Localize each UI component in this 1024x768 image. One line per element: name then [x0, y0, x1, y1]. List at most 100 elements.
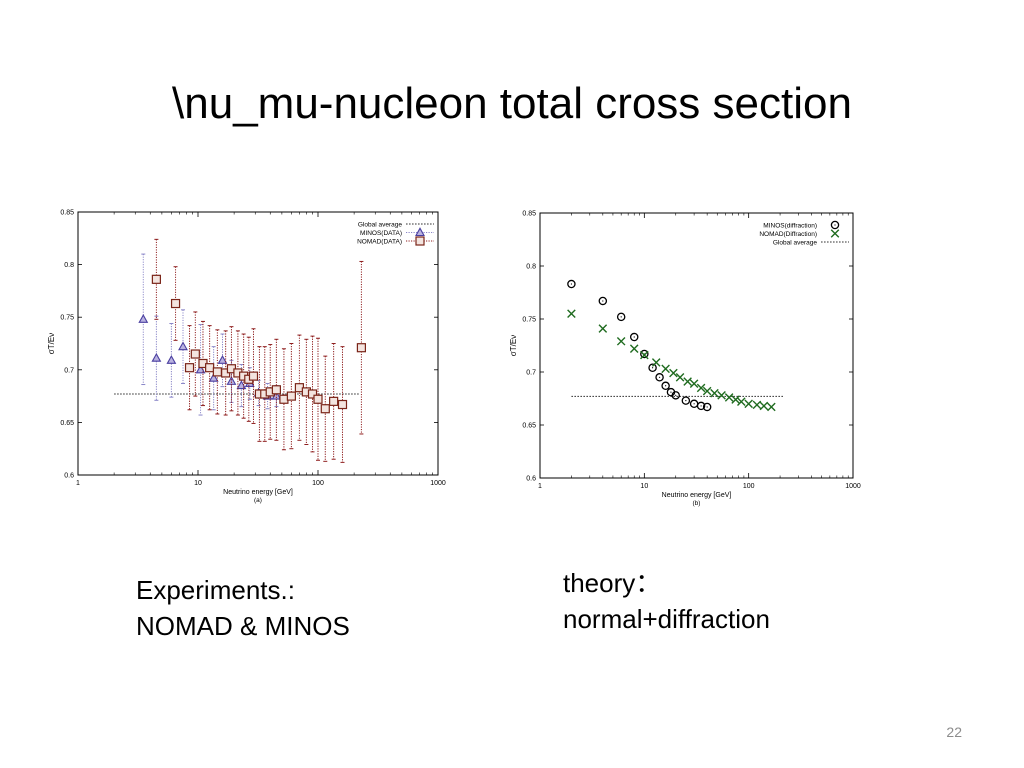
data-point: [696, 401, 706, 411]
data-point: [710, 388, 719, 398]
data-point: [307, 389, 318, 399]
data-point: [337, 399, 348, 410]
caption-experiments: Experiments.: NOMAD & MINOS: [136, 572, 350, 644]
legend: MINOS(diffraction) NOMAD(Diffraction)Glob…: [759, 220, 849, 246]
data-point: [661, 364, 670, 374]
y-axis-label: σT/Eν: [509, 335, 518, 356]
legend-label: Global average: [358, 221, 402, 228]
data-point: [744, 399, 753, 409]
data-point: [655, 373, 664, 382]
chart-theory: 0.6 0.65 0.7 0.75 0.8 0.85 1 10 100 1000 Neutrino …: [509, 211, 861, 508]
data-point: [675, 373, 685, 382]
data-point: [681, 396, 691, 405]
data-point: [702, 402, 712, 412]
y-tick-label: 0.6: [526, 476, 536, 483]
data-point: [724, 393, 734, 402]
x-axis-label: Neutrino energy [GeV]: [662, 492, 732, 499]
data-point: [226, 376, 237, 385]
data-point: [752, 400, 762, 410]
x-axis-label: Neutrino energy [GeV]: [223, 489, 293, 496]
y-tick-label: 0.6: [64, 473, 74, 480]
data-point: [329, 396, 339, 406]
data-point: [759, 401, 769, 411]
data-point: [689, 399, 699, 409]
series-nomad-data: [151, 238, 367, 463]
y-axis-label: σT/Eν: [47, 333, 56, 354]
legend-label: MINOS(diffraction): [763, 222, 817, 229]
x-tick-label: 1: [76, 480, 80, 487]
panel-label: (a): [254, 497, 262, 504]
caption-experiments-line-1: Experiments.:: [136, 575, 295, 605]
data-point: [166, 354, 177, 364]
x-tick-label: 100: [312, 480, 324, 487]
legend-marker: [415, 227, 425, 237]
x-tick-label: 10: [640, 483, 648, 490]
legend-label: NOMAD(DATA): [357, 238, 402, 245]
data-point: [567, 309, 576, 318]
data-point: [138, 313, 149, 323]
y-tick-label: 0.85: [60, 210, 74, 217]
data-point: [737, 397, 746, 406]
data-point: [208, 372, 219, 382]
data-point: [212, 367, 222, 377]
data-point: [205, 363, 215, 373]
data-point: [671, 391, 680, 400]
y-tick-label: 0.85: [522, 211, 536, 218]
legend-label: MINOS(DATA): [360, 230, 402, 237]
caption-theory-line-1: theory：: [563, 568, 662, 598]
data-point: [184, 363, 195, 373]
series-minos-diffraction: [567, 279, 712, 412]
y-tick-label: 0.65: [522, 423, 536, 430]
data-point: [767, 402, 776, 412]
data-point: [683, 377, 692, 386]
x-tick-label: 1000: [845, 483, 861, 490]
caption-experiments-line-2: NOMAD & MINOS: [136, 611, 350, 641]
data-point: [248, 371, 259, 381]
data-point: [320, 404, 330, 414]
y-tick-label: 0.65: [60, 420, 74, 427]
legend-marker: [830, 229, 840, 238]
data-point: [170, 298, 181, 309]
panel-label: (b): [693, 500, 701, 507]
plot-frame: [539, 212, 854, 479]
y-tick-label: 0.8: [64, 262, 74, 269]
data-point: [151, 352, 162, 362]
data-point: [190, 349, 200, 359]
data-point: [217, 354, 228, 364]
data-point: [648, 363, 657, 373]
data-point: [696, 383, 706, 393]
x-tick-label: 100: [743, 483, 755, 490]
data-point: [731, 395, 740, 404]
data-point: [151, 274, 161, 284]
data-point: [271, 385, 281, 395]
legend-label: NOMAD(Diffraction): [759, 231, 817, 238]
data-point: [616, 312, 626, 322]
data-point: [598, 296, 608, 306]
y-tick-label: 0.75: [60, 315, 74, 322]
series-nomad-diffraction: [567, 309, 776, 412]
data-point: [567, 279, 576, 289]
data-point: [689, 379, 699, 388]
data-point: [313, 394, 323, 404]
data-point: [640, 349, 649, 359]
x-tick-label: 1000: [430, 480, 446, 487]
data-point: [661, 381, 670, 391]
chart-experiments: 0.6 0.65 0.7 0.75 0.8 0.85 1 10 100 1000 Neutrino …: [47, 210, 446, 505]
data-point: [640, 350, 649, 360]
data-point: [616, 336, 626, 346]
data-point: [356, 343, 367, 353]
y-tick-label: 0.7: [526, 370, 536, 377]
data-point: [717, 391, 726, 400]
data-point: [286, 391, 296, 401]
y-tick-label: 0.8: [526, 264, 536, 271]
slide-number: 22: [946, 724, 962, 740]
legend-marker: [830, 220, 840, 230]
legend-label: Global average: [773, 239, 817, 246]
data-point: [651, 358, 661, 367]
data-point: [598, 324, 608, 333]
caption-theory-line-2: normal+diffraction: [563, 604, 770, 634]
y-tick-label: 0.7: [64, 367, 74, 374]
y-tick-label: 0.75: [522, 317, 536, 324]
caption-theory: theory： normal+diffraction: [563, 565, 770, 637]
data-point: [702, 386, 712, 396]
